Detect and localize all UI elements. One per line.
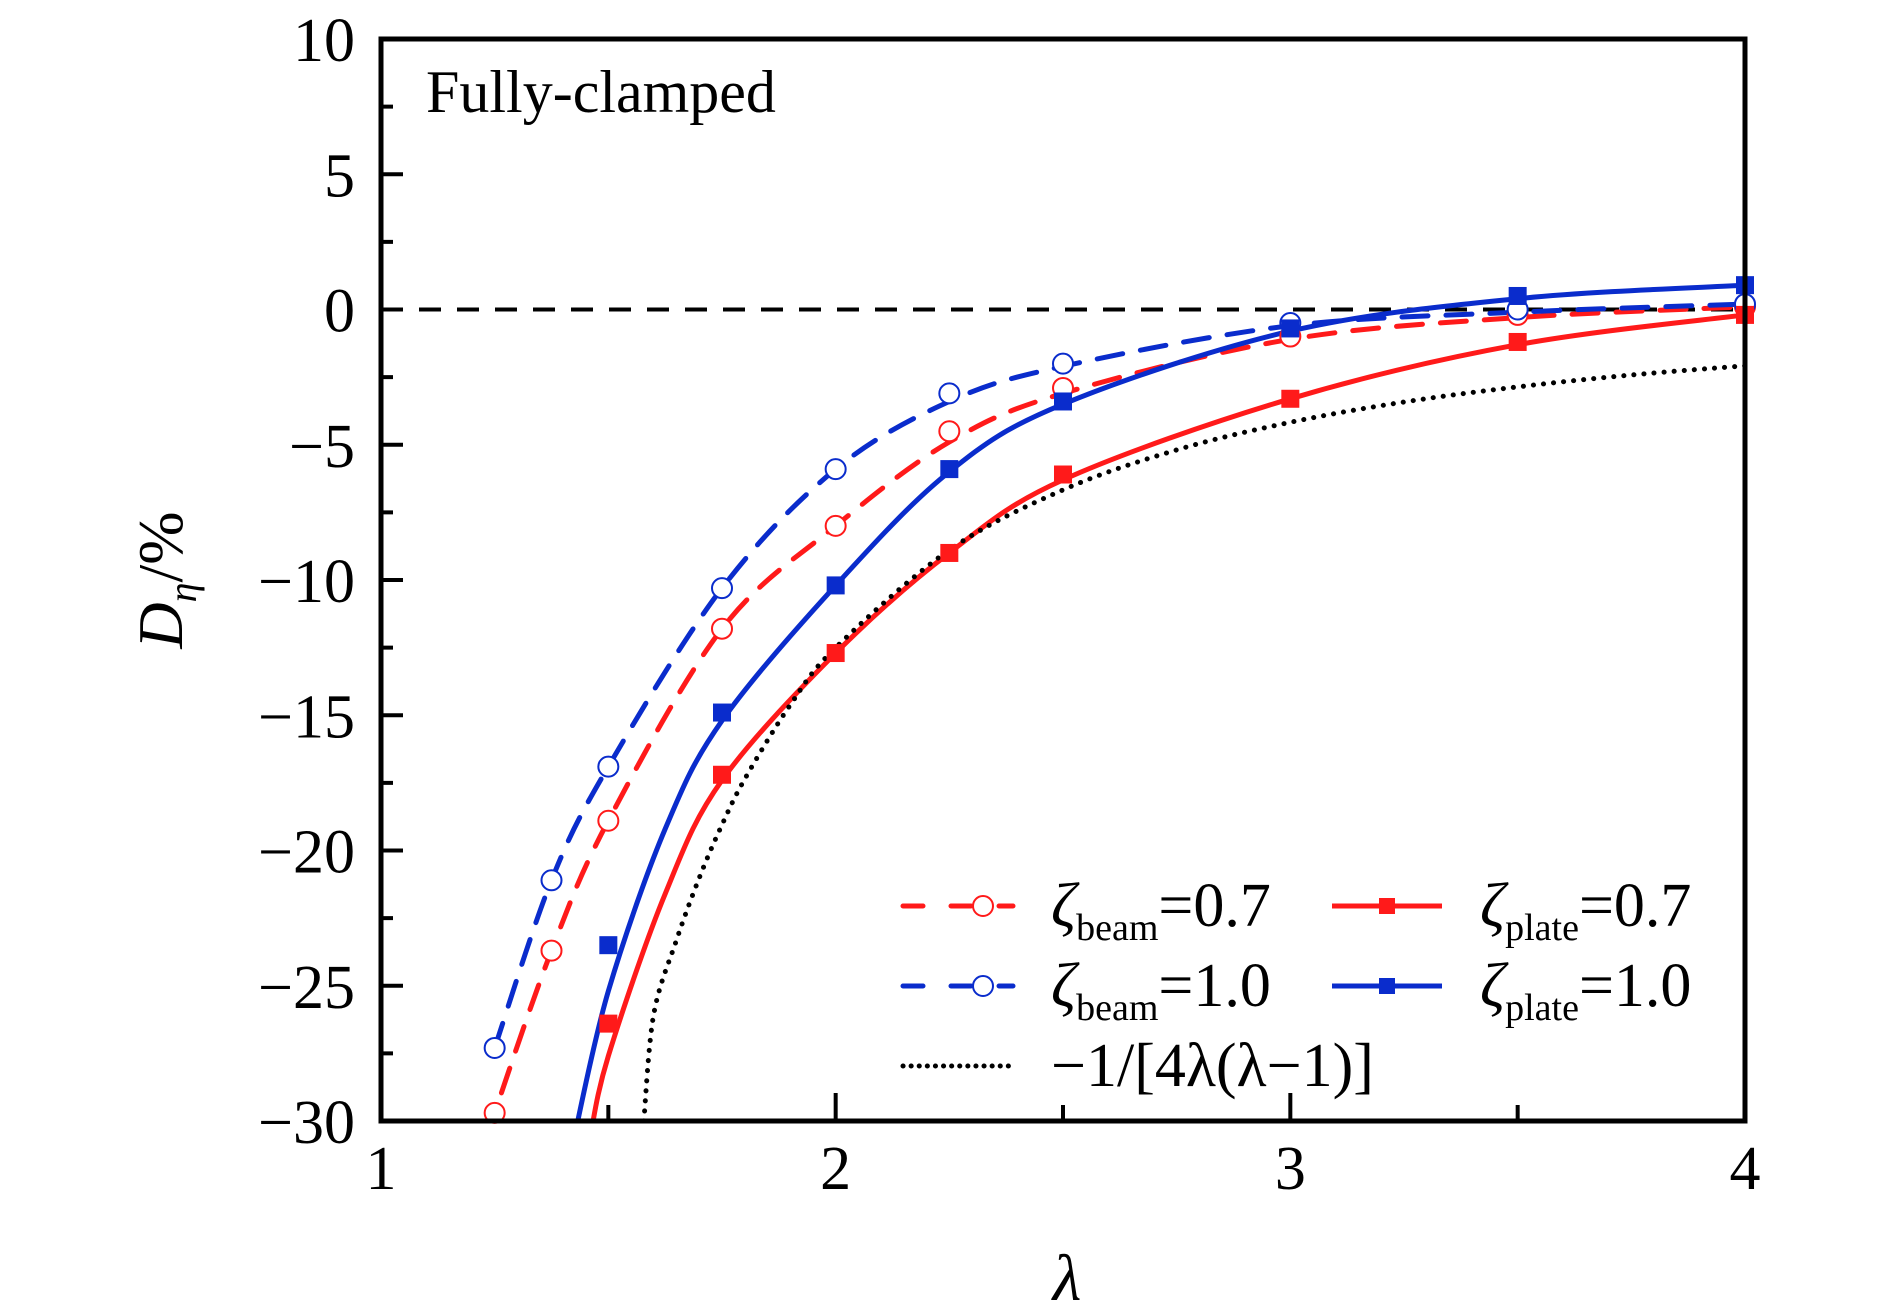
legend-label: ζbeam=1.0	[1051, 952, 1271, 1029]
data-point-series-1	[540, 869, 563, 892]
legend-marker-circle	[972, 895, 994, 917]
x-axis-title: λ	[1051, 1242, 1082, 1306]
data-point-series-2	[1508, 332, 1527, 351]
y-tick-label: −15	[258, 683, 355, 751]
data-point-series-3	[1281, 319, 1300, 338]
legend-label: ζbeam=0.7	[1051, 872, 1271, 949]
legend-item: ζplate=1.0	[1332, 952, 1691, 1029]
axis-ticks	[379, 37, 1747, 1123]
tick-labels: 1 2 3 4 10 5 0 −5 −10 −15 −20 −25 −30	[258, 7, 1760, 1203]
data-point-series-1	[711, 577, 733, 600]
legend-marker-square	[1379, 978, 1395, 994]
legend-label-subscript: plate	[1505, 987, 1579, 1029]
legend-label-symbol: ζ	[1051, 872, 1080, 940]
data-point-series-0	[938, 420, 961, 443]
y-tick-label: 10	[293, 7, 355, 75]
legend-label-symbol: ζ	[1051, 952, 1080, 1020]
series-line-3	[575, 282, 1744, 1120]
legend-label-subscript: plate	[1505, 907, 1579, 949]
data-point-series-3	[1054, 392, 1072, 411]
data-point-series-0	[711, 617, 733, 640]
data-point-series-2	[1054, 465, 1072, 484]
data-point-series-1	[824, 458, 847, 481]
legend-item: −1/[4λ(λ−1)]	[900, 1032, 1374, 1100]
legend-item: ζbeam=0.7	[900, 872, 1271, 949]
svg-text:Dη/%: Dη/%	[125, 511, 205, 649]
legend-label: ζplate=1.0	[1480, 952, 1691, 1029]
y-tick-label: −20	[258, 819, 355, 887]
data-point-series-2	[599, 1014, 618, 1033]
data-point-series-3	[713, 703, 731, 722]
legend-marker-square	[1379, 898, 1395, 914]
series-markers	[483, 276, 1756, 1124]
y-tick-label: −5	[289, 413, 355, 481]
legend-marker-circle	[972, 975, 994, 997]
data-point-series-1	[938, 382, 961, 405]
y-tick-label: −10	[258, 548, 355, 616]
x-tick-label: 2	[820, 1135, 851, 1203]
series-line-1	[492, 301, 1744, 1051]
data-point-series-3	[599, 936, 618, 955]
legend-label-symbol: ζ	[1480, 872, 1509, 940]
x-tick-label: 3	[1275, 1135, 1306, 1203]
legend-label-subscript: beam	[1076, 987, 1158, 1029]
legend-item: ζbeam=1.0	[900, 952, 1271, 1029]
data-point-series-1	[1052, 352, 1074, 375]
data-point-series-0	[597, 809, 620, 832]
annotation-fully-clamped: Fully-clamped	[426, 59, 776, 125]
data-point-series-0	[824, 514, 847, 537]
y-tick-label: −30	[258, 1089, 355, 1157]
data-point-series-3	[940, 460, 959, 479]
y-tick-label: −25	[258, 954, 355, 1022]
plot-frame	[378, 36, 1748, 1124]
data-point-series-3	[1508, 286, 1527, 305]
legend-label-value: =0.7	[1158, 872, 1270, 940]
y-axis-title-main: D	[125, 602, 196, 649]
data-point-series-2	[940, 543, 959, 562]
data-point-series-2	[1281, 389, 1300, 408]
data-point-series-2	[826, 644, 845, 663]
legend-label-value: =1.0	[1579, 952, 1691, 1020]
legend-item: ζplate=0.7	[1332, 872, 1691, 949]
data-point-series-2	[713, 765, 731, 784]
y-axis-title: Dη/%	[125, 511, 205, 649]
y-tick-label: 5	[324, 142, 355, 210]
data-point-series-1	[597, 755, 620, 778]
data-point-series-1	[483, 1036, 506, 1059]
y-axis-title-suffix: /%	[125, 511, 196, 582]
legend-label-symbol: ζ	[1480, 952, 1509, 1020]
y-tick-label: 0	[324, 278, 355, 346]
x-tick-label: 4	[1730, 1135, 1761, 1203]
legend-label: ζplate=0.7	[1480, 872, 1691, 949]
x-tick-label: 1	[366, 1135, 397, 1203]
data-point-series-0	[540, 939, 563, 962]
data-point-series-3	[826, 576, 845, 595]
legend-label-value: =1.0	[1158, 952, 1270, 1020]
legend-label-value: =0.7	[1579, 872, 1691, 940]
legend-label-subscript: beam	[1076, 907, 1158, 949]
legend-label: −1/[4λ(λ−1)]	[1051, 1032, 1374, 1100]
y-axis-title-sub: η	[160, 583, 205, 603]
series-line-2	[590, 312, 1744, 1120]
